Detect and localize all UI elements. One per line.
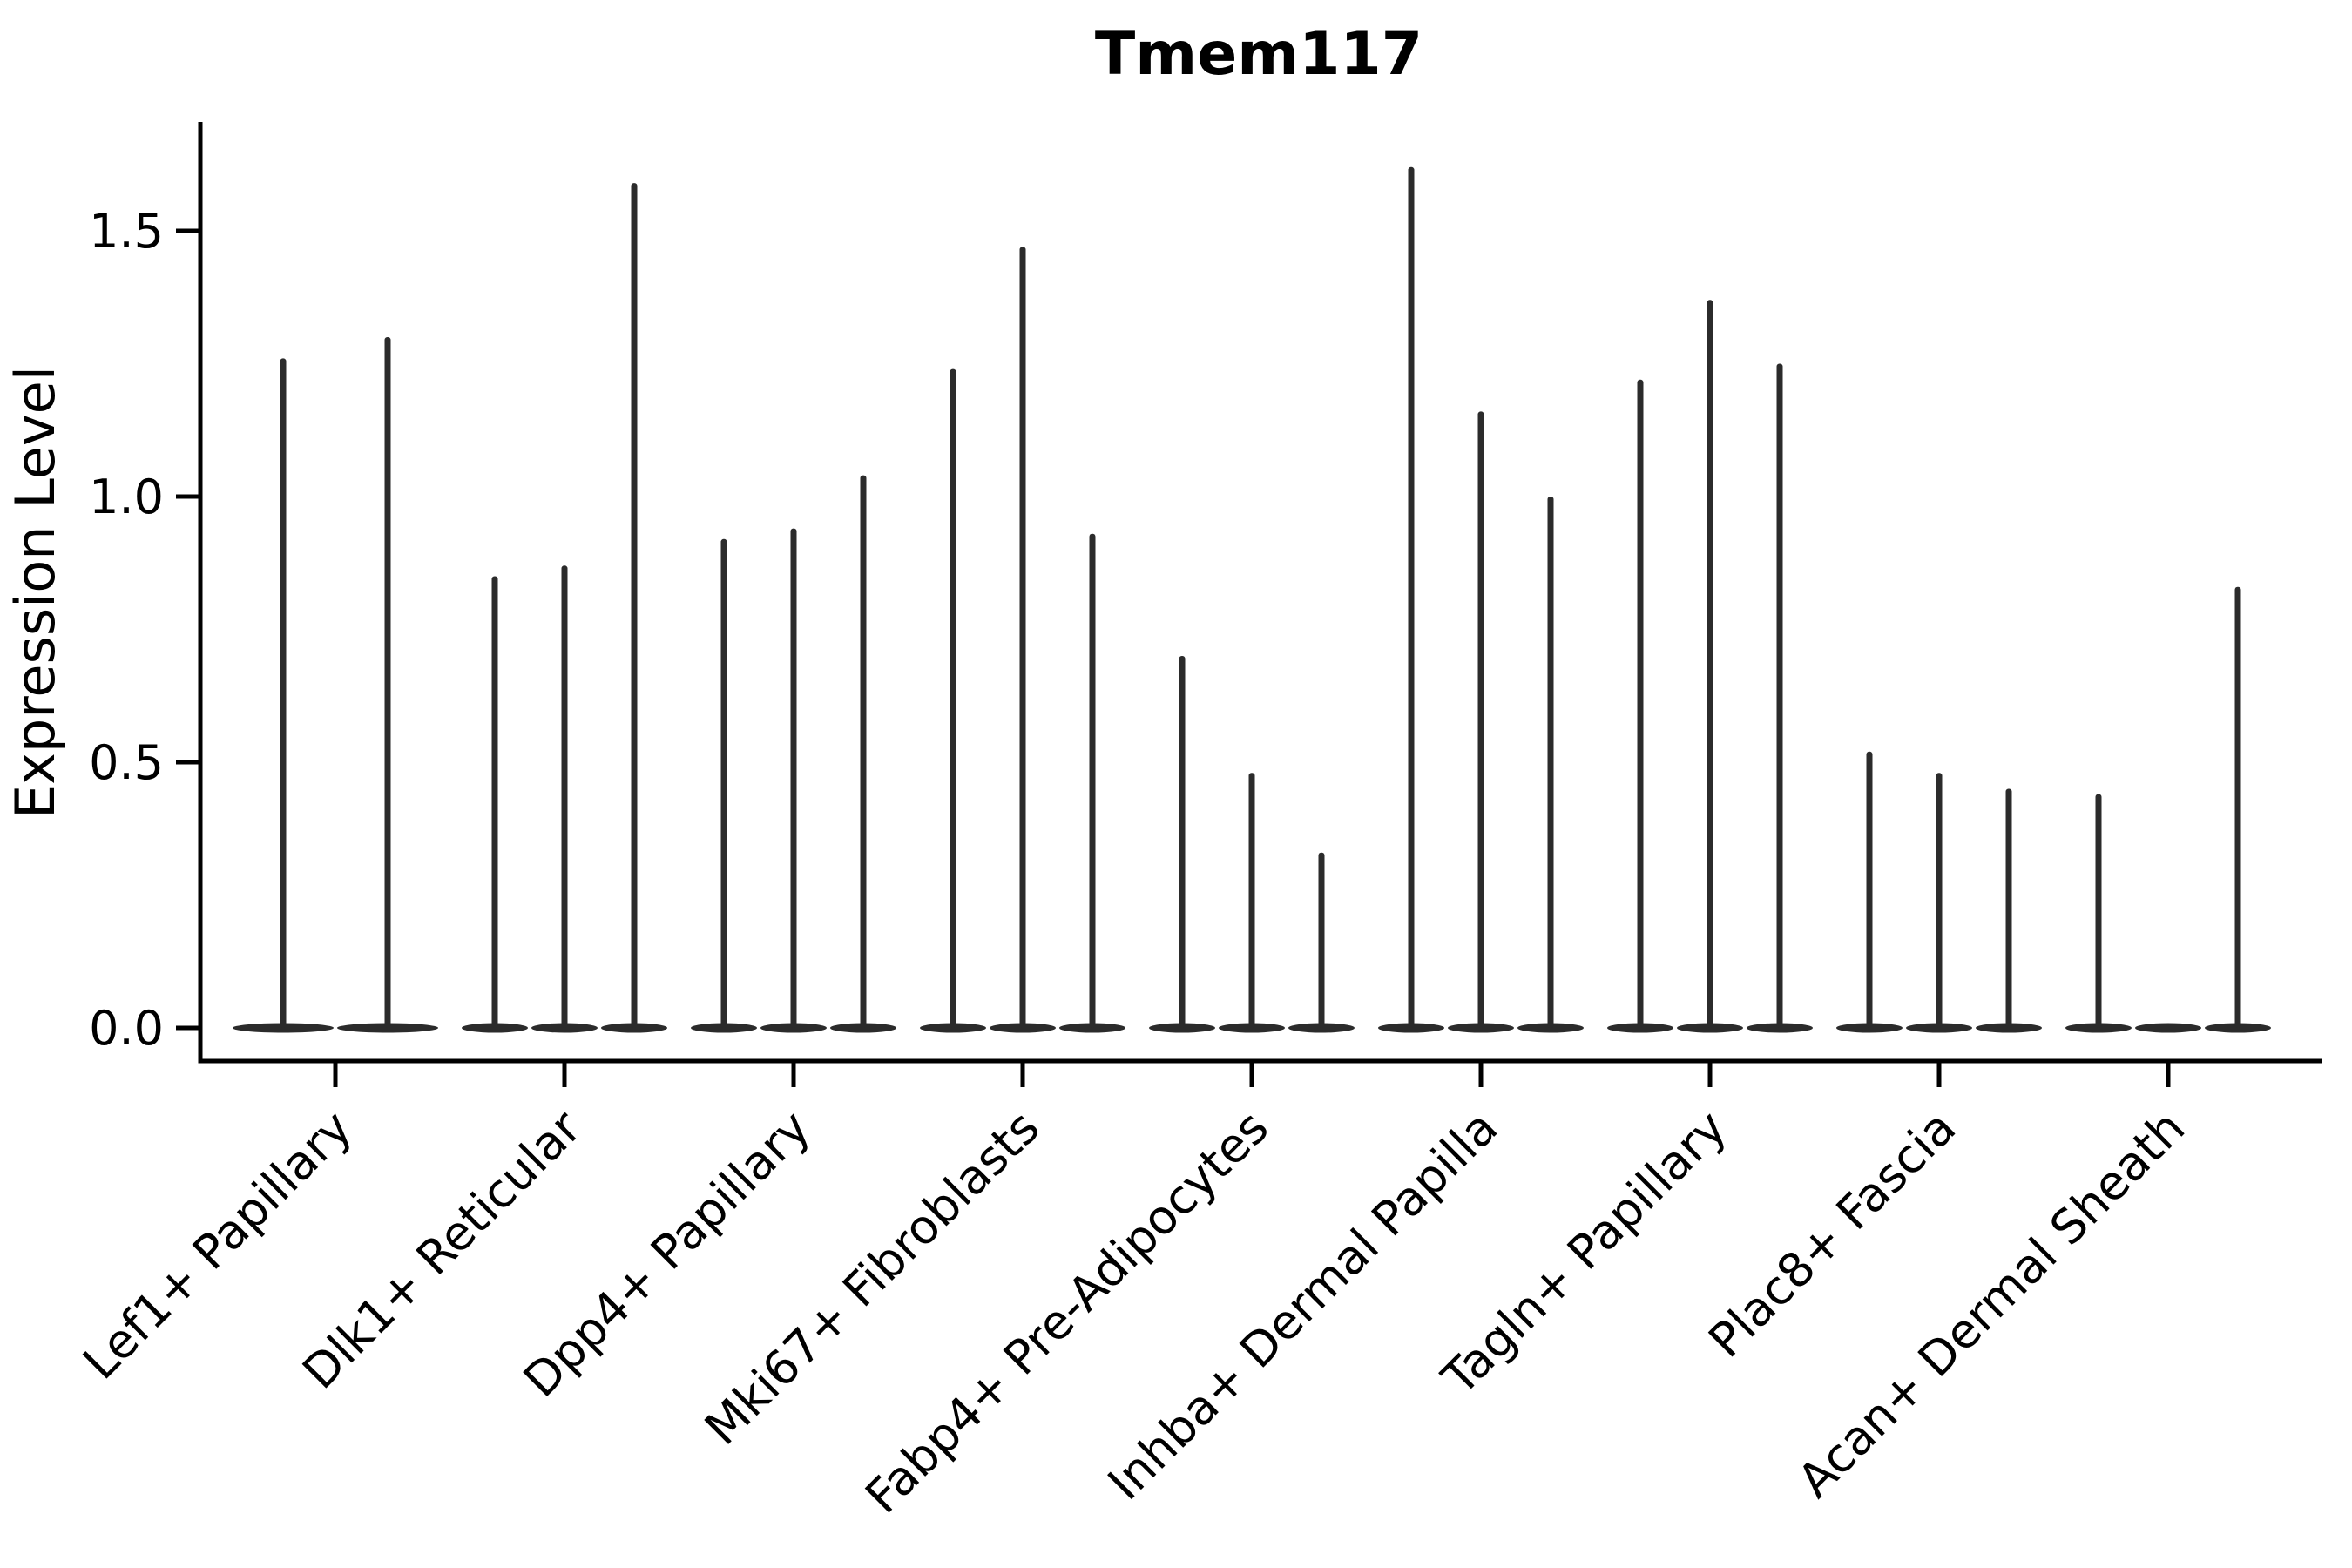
violin-spike (2234, 586, 2241, 1028)
violin-spike (1776, 363, 1783, 1028)
violin-spike (280, 358, 287, 1028)
violin-spike (1318, 852, 1325, 1028)
violin-spike (1477, 411, 1484, 1028)
y-tick-label: 0.0 (89, 1001, 164, 1056)
violin-spike (1936, 773, 1943, 1028)
violin-spike (1019, 247, 1026, 1028)
violin-spike (561, 565, 568, 1028)
violin-spike (1408, 166, 1415, 1029)
violin-spike (1248, 773, 1255, 1028)
violin-spike (384, 337, 391, 1028)
chart-title: Tmem117 (1095, 20, 1423, 89)
y-axis-label: Expression Level (3, 366, 67, 819)
y-tick-label: 1.0 (89, 470, 164, 524)
violin-spike (631, 183, 638, 1029)
violin-spike (2095, 794, 2102, 1028)
violin-spike (1179, 656, 1186, 1028)
violin-spike (1547, 497, 1554, 1028)
violin-spike (2005, 788, 2012, 1028)
y-tick-label: 0.5 (89, 735, 164, 790)
violin-spike (1637, 379, 1644, 1028)
violin-spike (1707, 300, 1713, 1028)
violin-layer (233, 166, 2271, 1033)
violin-spike (950, 368, 956, 1029)
violin-spike (1089, 533, 1096, 1028)
violin-spike (860, 475, 867, 1028)
violin-spike (790, 528, 797, 1028)
y-tick-label: 1.5 (89, 204, 164, 259)
violin-spike (720, 538, 727, 1028)
violin-spike (491, 576, 498, 1028)
violin-base (2135, 1023, 2201, 1033)
violin-spike (1866, 751, 1873, 1028)
